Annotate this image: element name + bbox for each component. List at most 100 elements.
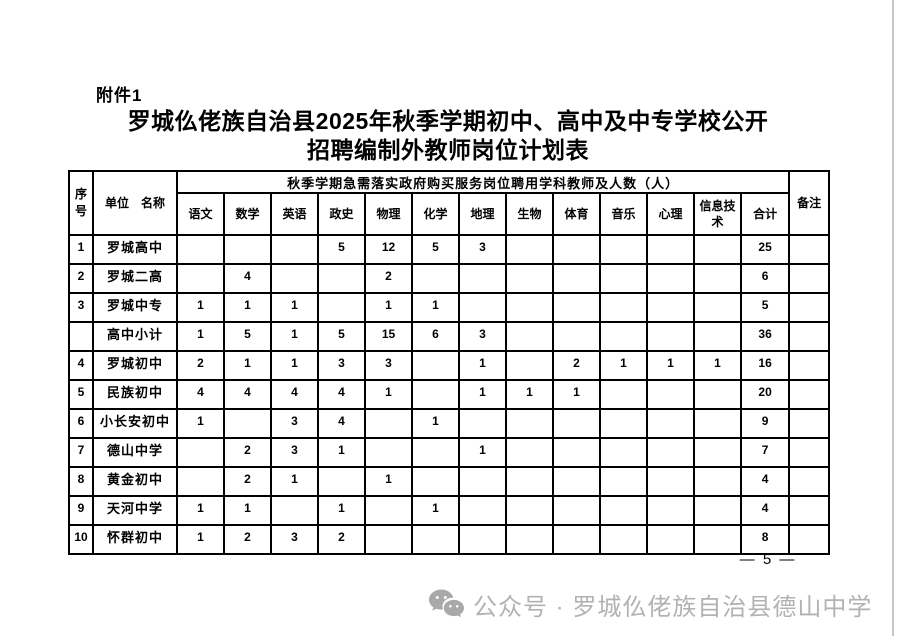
- cell-subject-count: [364, 437, 413, 468]
- cell-subject-count: 1: [458, 350, 507, 381]
- header-subject-chinese: 语文: [176, 192, 225, 236]
- cell-subject-count: [599, 379, 648, 410]
- cell-subject-count: [505, 408, 554, 439]
- cell-subject-count: [646, 379, 695, 410]
- footer-watermark: 公众号 · 罗城仫佬族自治县德山中学: [428, 586, 872, 622]
- table-row: 9 天河中学 1 1 1 1 4: [68, 495, 831, 526]
- cell-subject-count: 4: [317, 379, 366, 410]
- cell-subject-count: [458, 524, 507, 555]
- header-subject-biology: 生物: [505, 192, 554, 236]
- cell-subject-count: [270, 263, 319, 294]
- cell-unit-name: 民族初中: [92, 379, 178, 410]
- cell-subject-count: [552, 321, 601, 352]
- cell-subject-count: [176, 437, 225, 468]
- cell-subject-count: 4: [223, 263, 272, 294]
- header-subject-it: 信息技术: [693, 192, 742, 236]
- cell-subject-count: [693, 408, 742, 439]
- recruitment-plan-table: 序号 单位 名称 秋季学期急需落实政府购买服务岗位聘用学科教师及人数（人） 备注…: [68, 170, 831, 555]
- cell-subject-count: [505, 495, 554, 526]
- cell-seq: 3: [68, 292, 94, 323]
- cell-subject-count: [693, 495, 742, 526]
- cell-subject-count: [411, 263, 460, 294]
- cell-unit-name: 小长安初中: [92, 408, 178, 439]
- cell-subject-count: [176, 263, 225, 294]
- cell-subject-count: [411, 379, 460, 410]
- cell-subject-count: 1: [505, 379, 554, 410]
- header-row-span: 序号 单位 名称 秋季学期急需落实政府购买服务岗位聘用学科教师及人数（人） 备注: [68, 170, 831, 236]
- table-row: 4 罗城初中 2 1 1 3 3 1 2 1 1 1 16: [68, 350, 831, 381]
- cell-subject-count: 1: [176, 495, 225, 526]
- cell-subject-count: [646, 495, 695, 526]
- cell-seq: 8: [68, 466, 94, 497]
- cell-total: 5: [739, 292, 791, 323]
- cell-subject-count: 1: [411, 408, 460, 439]
- cell-subject-count: 1: [364, 292, 413, 323]
- cell-subject-count: [458, 466, 507, 497]
- cell-subject-count: 2: [364, 263, 413, 294]
- cell-total: 25: [739, 234, 791, 265]
- table-row: 8 黄金初中 2 1 1 4: [68, 466, 831, 497]
- cell-subject-count: [693, 524, 742, 555]
- header-subject-english: 英语: [270, 192, 319, 236]
- cell-subject-count: 1: [270, 292, 319, 323]
- cell-subject-count: [552, 292, 601, 323]
- cell-subject-count: [552, 234, 601, 265]
- cell-subject-count: [693, 292, 742, 323]
- cell-remark: [788, 379, 831, 410]
- cell-subject-count: [646, 234, 695, 265]
- table-row: 6 小长安初中 1 3 4 1 9: [68, 408, 831, 439]
- cell-unit-name: 罗城初中: [92, 350, 178, 381]
- cell-subject-count: 5: [317, 234, 366, 265]
- cell-unit-name: 德山中学: [92, 437, 178, 468]
- cell-subject-count: [552, 524, 601, 555]
- cell-subject-count: 1: [223, 292, 272, 323]
- cell-subject-count: 1: [411, 495, 460, 526]
- cell-remark: [788, 321, 831, 352]
- cell-remark: [788, 234, 831, 265]
- cell-subject-count: [458, 292, 507, 323]
- header-subject-music: 音乐: [599, 192, 648, 236]
- cell-total: 16: [739, 350, 791, 381]
- wechat-icon: [429, 589, 464, 618]
- cell-subject-count: [411, 524, 460, 555]
- cell-remark: [788, 408, 831, 439]
- document-title: 罗城仫佬族自治县2025年秋季学期初中、高中及中专学校公开 招聘编制外教师岗位计…: [0, 107, 896, 165]
- header-subject-physics: 物理: [364, 192, 413, 236]
- cell-seq: [68, 321, 94, 352]
- cell-subject-count: [176, 466, 225, 497]
- cell-subject-count: [646, 292, 695, 323]
- cell-subject-count: 1: [458, 437, 507, 468]
- header-subject-politics-history: 政史: [317, 192, 366, 236]
- cell-subject-count: 4: [223, 379, 272, 410]
- cell-subject-count: 1: [599, 350, 648, 381]
- cell-subject-count: [317, 466, 366, 497]
- cell-subject-count: 1: [176, 408, 225, 439]
- cell-subject-count: 3: [364, 350, 413, 381]
- cell-subject-count: 2: [552, 350, 601, 381]
- cell-subject-count: 4: [317, 408, 366, 439]
- cell-subject-count: [176, 234, 225, 265]
- cell-subject-count: 2: [317, 524, 366, 555]
- cell-subject-count: [552, 466, 601, 497]
- cell-remark: [788, 495, 831, 526]
- cell-subject-count: [505, 466, 554, 497]
- cell-subject-count: [693, 234, 742, 265]
- cell-subject-count: 1: [317, 495, 366, 526]
- cell-subject-count: [599, 292, 648, 323]
- header-subject-chemistry: 化学: [411, 192, 460, 236]
- cell-subject-count: 12: [364, 234, 413, 265]
- cell-subject-count: [599, 495, 648, 526]
- cell-subject-count: [364, 495, 413, 526]
- cell-unit-name: 怀群初中: [92, 524, 178, 555]
- cell-subject-count: 1: [458, 379, 507, 410]
- cell-subject-count: 1: [223, 495, 272, 526]
- cell-subject-count: [458, 263, 507, 294]
- header-seq: 序号: [68, 170, 94, 236]
- cell-subject-count: 1: [270, 321, 319, 352]
- cell-subject-count: [505, 263, 554, 294]
- header-subject-total: 合计: [739, 192, 791, 236]
- cell-subject-count: [599, 234, 648, 265]
- cell-subject-count: [693, 321, 742, 352]
- header-row-subjects: 语文 数学 英语 政史 物理 化学 地理 生物 体育 音乐 心理 信息技术 合计: [69, 192, 829, 236]
- cell-subject-count: 3: [458, 234, 507, 265]
